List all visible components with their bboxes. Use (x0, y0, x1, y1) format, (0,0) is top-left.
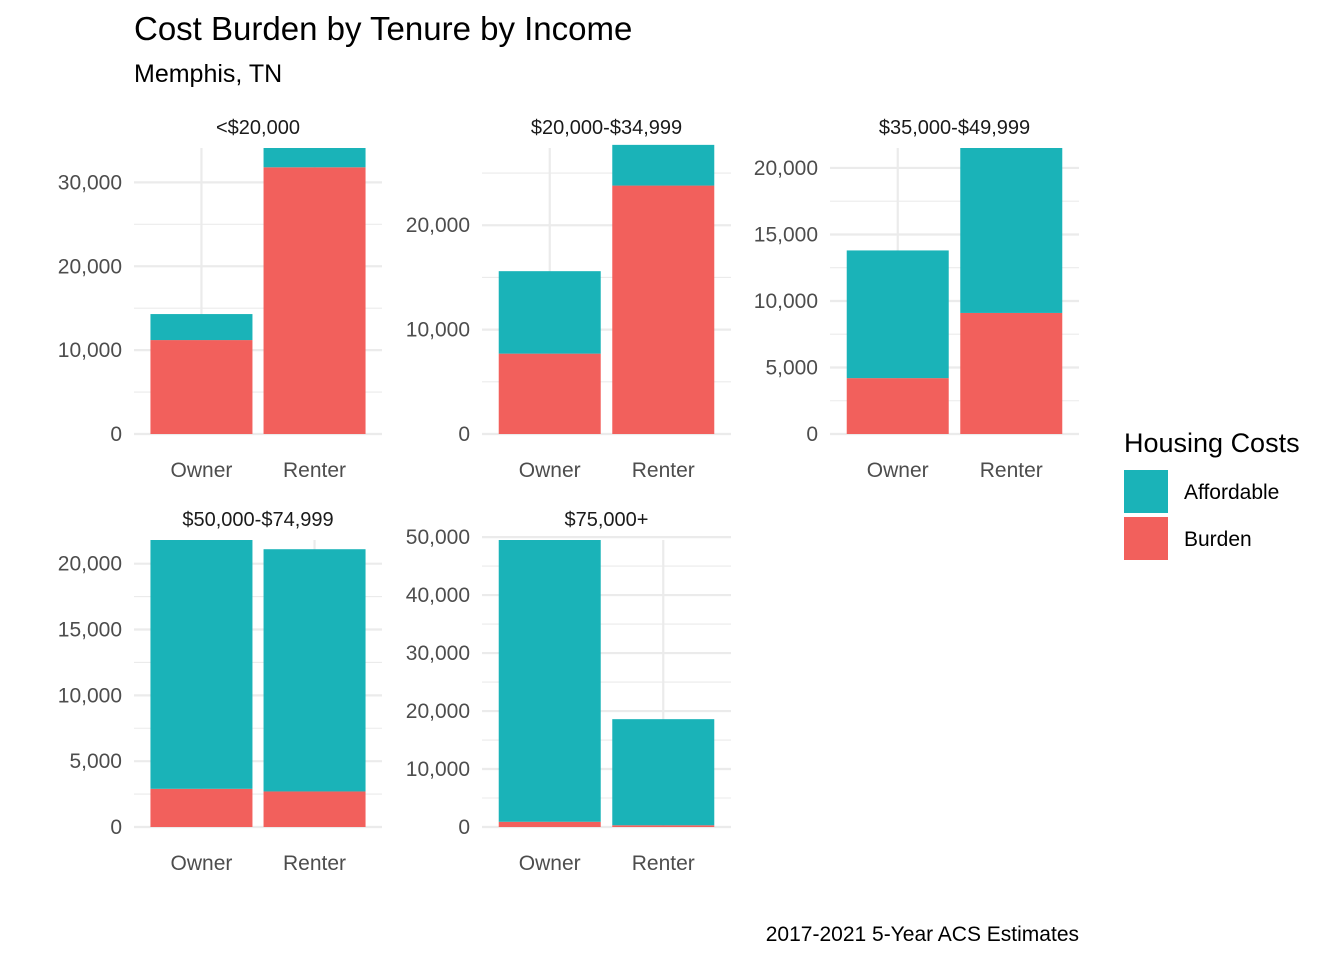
y-tick-label: 10,000 (58, 339, 122, 362)
x-tick-label: Owner (519, 459, 581, 482)
facet-panels: 0 10,000 20,000 30,000 Owner Renter <$20,000 0 1… (58, 117, 1079, 875)
y-tick-label: 0 (110, 816, 122, 839)
bar-segment-affordable (960, 148, 1063, 313)
x-tick-label: Renter (632, 459, 695, 482)
facet-panel: 0 10,000 20,000 30,000 Owner Renter <$20,000 (58, 117, 382, 482)
y-tick-label: 20,000 (406, 700, 470, 723)
legend-label: Affordable (1184, 481, 1279, 504)
legend: Housing Costs Affordable Burden (1124, 428, 1300, 560)
bar-segment-affordable (612, 144, 715, 186)
bar-segment-burden (612, 825, 715, 827)
y-tick-label: 10,000 (406, 758, 470, 781)
y-tick-label: 20,000 (406, 214, 470, 237)
bar-segment-burden (498, 821, 601, 827)
facet-panel: 0 5,000 10,000 15,000 20,000 Owner Renter $50,0… (58, 509, 382, 875)
bar-segment-affordable (263, 549, 366, 792)
chart-title: Cost Burden by Tenure by Income (134, 10, 632, 47)
bar-segment-burden (960, 312, 1063, 434)
y-tick-label: 5,000 (765, 356, 818, 379)
x-tick-label: Renter (632, 852, 695, 875)
y-tick-label: 15,000 (58, 619, 122, 642)
chart-caption: 2017-2021 5-Year ACS Estimates (766, 923, 1079, 946)
facet-label: <$20,000 (216, 117, 300, 139)
bar-segment-affordable (150, 540, 253, 789)
y-tick-label: 0 (806, 423, 818, 446)
bar-segment-burden (263, 167, 366, 434)
y-tick-label: 10,000 (406, 319, 470, 342)
bar-segment-burden (150, 340, 253, 434)
y-tick-label: 30,000 (406, 642, 470, 665)
y-tick-label: 20,000 (754, 157, 818, 180)
facet-panel: 0 10,000 20,000 30,000 40,000 50,000 Owner Rent… (406, 509, 731, 875)
bar-segment-burden (263, 791, 366, 827)
bar-segment-burden (612, 185, 715, 434)
y-tick-label: 0 (458, 423, 470, 446)
facet-label: $20,000-$34,999 (531, 117, 682, 139)
x-tick-label: Renter (980, 459, 1043, 482)
y-tick-label: 50,000 (406, 526, 470, 549)
legend-key-burden (1124, 517, 1168, 560)
y-tick-label: 40,000 (406, 584, 470, 607)
y-tick-label: 15,000 (754, 223, 818, 246)
x-tick-label: Renter (283, 852, 346, 875)
bar-segment-affordable (846, 250, 949, 379)
y-tick-label: 0 (110, 423, 122, 446)
bar-segment-burden (150, 788, 253, 827)
x-tick-label: Owner (519, 852, 581, 875)
bar-segment-affordable (150, 314, 253, 341)
bar-segment-affordable (612, 719, 715, 826)
x-tick-label: Owner (171, 852, 233, 875)
facet-panel: 0 5,000 10,000 15,000 20,000 Owner Renter $35,0… (754, 117, 1079, 482)
bar-segment-burden (498, 353, 601, 434)
bar-segment-affordable (263, 148, 366, 168)
facet-label: $35,000-$49,999 (879, 117, 1030, 139)
x-tick-label: Owner (867, 459, 929, 482)
facet-panel: 0 10,000 20,000 Owner Renter $20,000-$34,999 (406, 117, 731, 482)
facet-label: $50,000-$74,999 (182, 509, 333, 531)
y-tick-label: 30,000 (58, 171, 122, 194)
bar-segment-affordable (498, 271, 601, 354)
bar-segment-burden (846, 378, 949, 434)
y-tick-label: 5,000 (69, 750, 122, 773)
legend-label: Burden (1184, 528, 1252, 551)
x-tick-label: Renter (283, 459, 346, 482)
y-tick-label: 20,000 (58, 553, 122, 576)
chart-subtitle: Memphis, TN (134, 60, 282, 88)
legend-key-affordable (1124, 470, 1168, 513)
y-tick-label: 20,000 (58, 255, 122, 278)
bar-segment-affordable (498, 540, 601, 822)
legend-title: Housing Costs (1124, 428, 1300, 458)
x-tick-label: Owner (171, 459, 233, 482)
y-tick-label: 0 (458, 816, 470, 839)
y-tick-label: 10,000 (754, 290, 818, 313)
y-tick-label: 10,000 (58, 684, 122, 707)
facet-label: $75,000+ (565, 509, 649, 531)
